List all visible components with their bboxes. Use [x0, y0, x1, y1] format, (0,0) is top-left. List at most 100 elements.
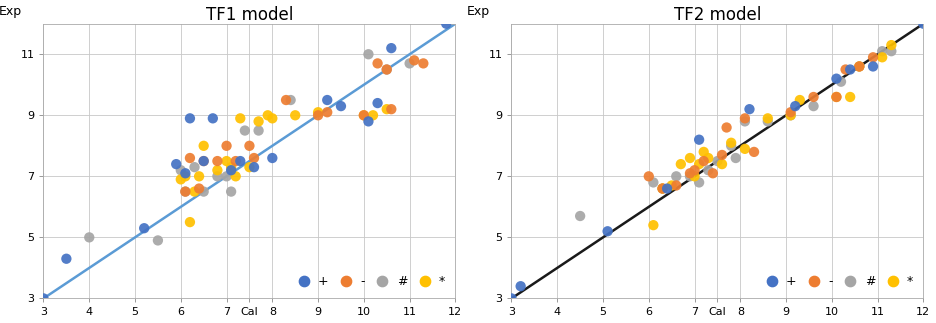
Point: [692, 180, 707, 185]
Point: [219, 174, 234, 179]
Point: [379, 67, 394, 72]
Point: [884, 43, 899, 48]
Point: [357, 113, 372, 118]
Point: [265, 116, 280, 121]
Point: [320, 109, 335, 115]
Point: [875, 48, 890, 54]
Point: [701, 155, 716, 161]
Point: [197, 159, 212, 164]
Point: [357, 113, 372, 118]
Point: [660, 186, 675, 191]
Point: [793, 98, 808, 103]
Point: [228, 174, 243, 179]
Point: [682, 155, 697, 161]
Point: [224, 189, 239, 194]
Legend: +, -, #, *: +, -, #, *: [287, 272, 449, 292]
Point: [370, 61, 385, 66]
Point: [701, 168, 716, 173]
Point: [183, 220, 197, 225]
Point: [842, 94, 857, 99]
Point: [673, 162, 688, 167]
Point: [251, 119, 266, 124]
Point: [178, 189, 193, 194]
Point: [187, 189, 202, 194]
Point: [714, 152, 729, 158]
Point: [852, 64, 867, 69]
Point: [219, 143, 234, 148]
Point: [283, 98, 298, 103]
Point: [738, 146, 753, 151]
Point: [210, 174, 225, 179]
Point: [866, 64, 881, 69]
Point: [279, 98, 294, 103]
Point: [178, 171, 193, 176]
Point: [655, 186, 670, 191]
Point: [884, 48, 899, 54]
Point: [178, 174, 193, 179]
Point: [646, 180, 661, 185]
Point: [875, 55, 890, 60]
Point: [210, 168, 225, 173]
Point: [668, 183, 683, 188]
Point: [714, 162, 729, 167]
Point: [228, 159, 243, 164]
Point: [197, 159, 212, 164]
Point: [687, 168, 702, 173]
Point: [696, 149, 711, 154]
Point: [760, 119, 775, 124]
Point: [687, 174, 702, 179]
Point: [361, 119, 376, 124]
Point: [178, 189, 193, 194]
Point: [59, 256, 74, 261]
Y-axis label: Exp: Exp: [467, 5, 490, 18]
Point: [696, 159, 711, 164]
Point: [852, 64, 867, 69]
Point: [384, 46, 399, 51]
Point: [311, 109, 326, 115]
Point: [747, 149, 762, 154]
Point: [219, 159, 234, 164]
Point: [379, 107, 394, 112]
Point: [513, 284, 528, 289]
Point: [692, 137, 707, 142]
Point: [829, 94, 844, 99]
Point: [205, 116, 220, 121]
Point: [783, 109, 798, 115]
Point: [311, 113, 326, 118]
Point: [370, 100, 385, 106]
Point: [366, 113, 381, 118]
Point: [168, 162, 183, 167]
Point: [241, 165, 256, 170]
Point: [573, 214, 588, 219]
Point: [407, 58, 422, 63]
Point: [724, 140, 739, 145]
Point: [600, 229, 615, 234]
Point: [842, 67, 857, 72]
Point: [210, 159, 225, 164]
Point: [829, 76, 844, 81]
Point: [834, 79, 849, 84]
Title: TF2 model: TF2 model: [674, 5, 761, 24]
Point: [173, 177, 188, 182]
Point: [655, 186, 670, 191]
Point: [504, 296, 519, 301]
Point: [137, 226, 152, 231]
Point: [646, 223, 661, 228]
Point: [724, 143, 739, 148]
Point: [151, 238, 166, 243]
Point: [224, 165, 239, 170]
Point: [682, 174, 697, 179]
Point: [719, 125, 734, 130]
Point: [783, 113, 798, 118]
Point: [709, 159, 724, 164]
Point: [760, 116, 775, 121]
Point: [246, 155, 261, 161]
Point: [838, 67, 853, 72]
Point: [641, 174, 656, 179]
Point: [806, 94, 821, 99]
Point: [738, 116, 753, 121]
Point: [320, 98, 335, 103]
Point: [665, 183, 680, 188]
Point: [706, 171, 721, 176]
Point: [692, 162, 707, 167]
